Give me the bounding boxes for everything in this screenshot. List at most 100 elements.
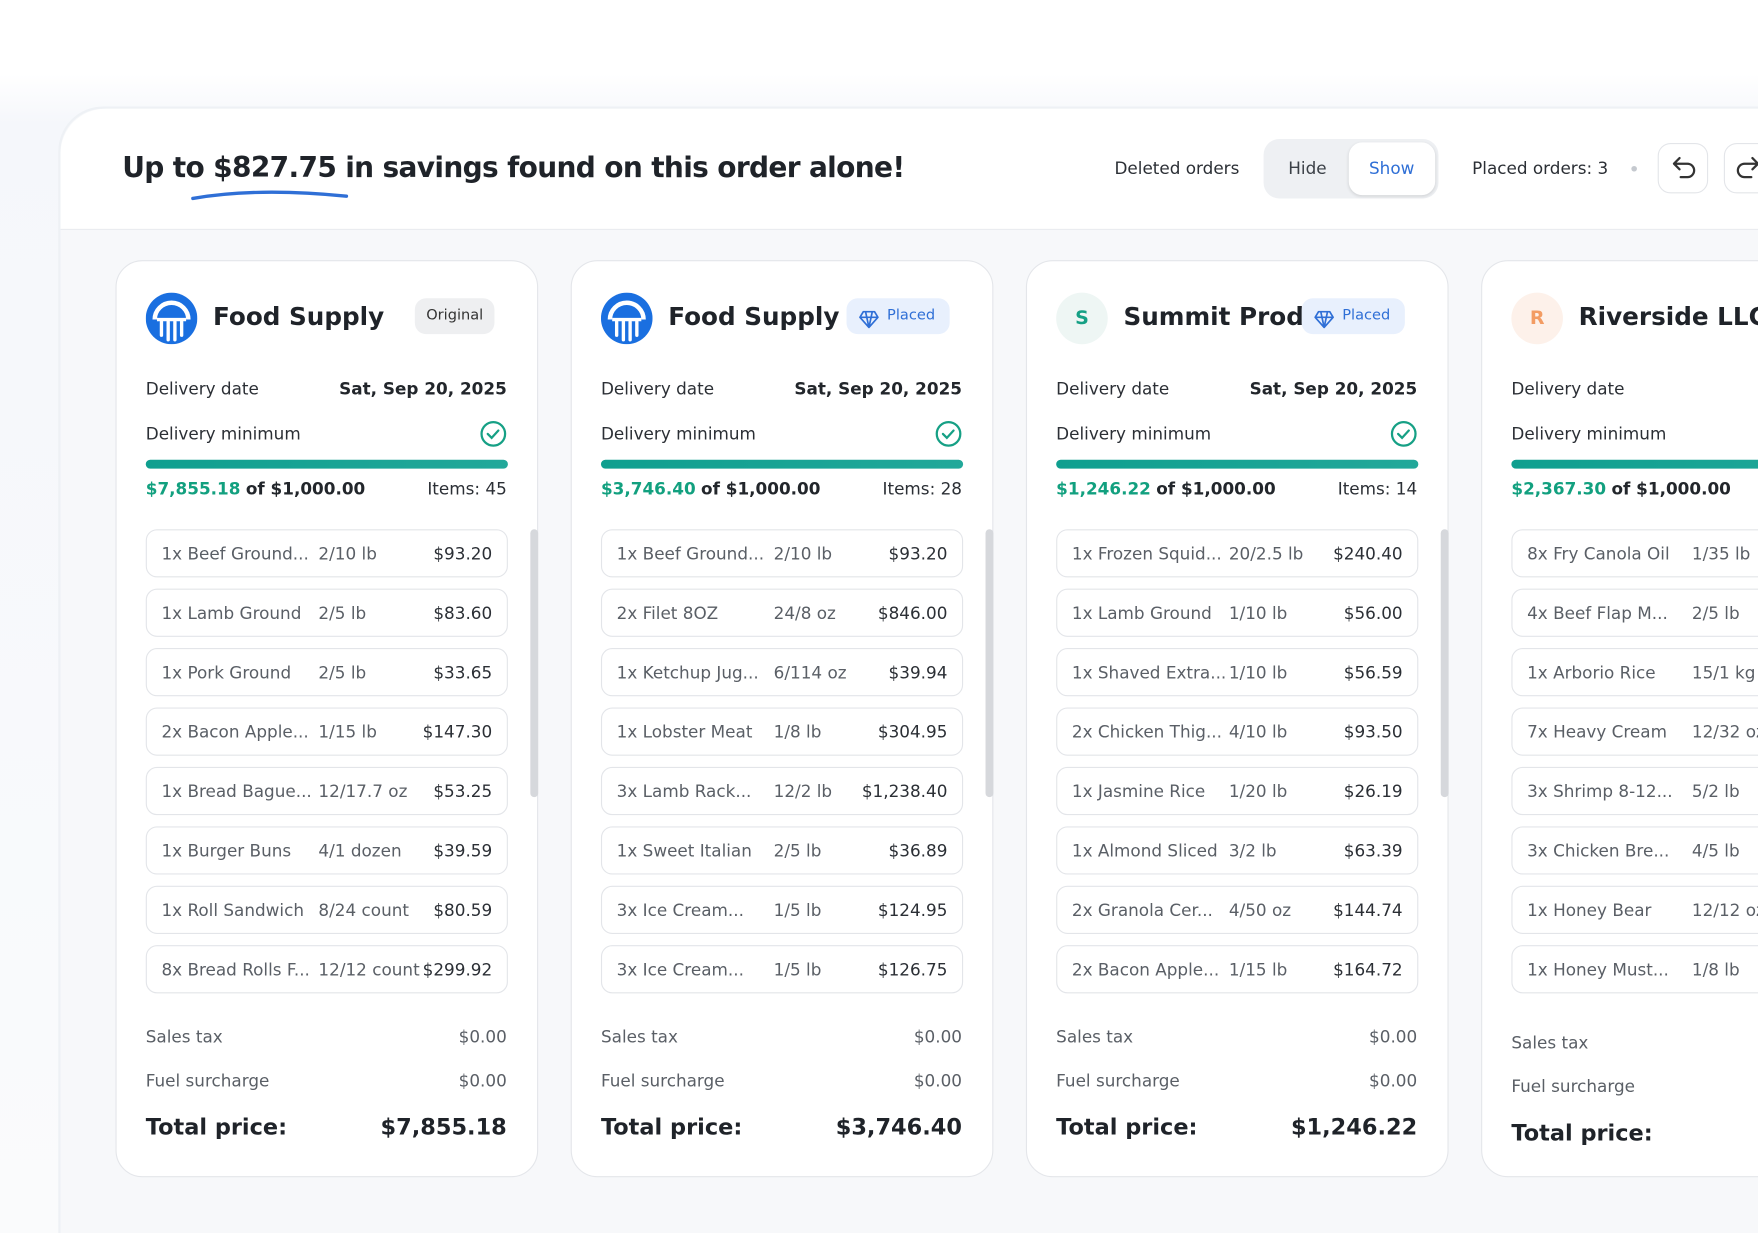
item-price: $164.72 — [1333, 959, 1403, 980]
item-name: 1x Beef Ground... — [616, 543, 765, 564]
total-label: Total price: — [145, 1113, 288, 1141]
item-pack: 1/15 lb — [318, 722, 377, 743]
total-label: Total price: — [1056, 1113, 1198, 1141]
line-item[interactable]: 1x Almond Sliced 3/2 lb $63.39 — [1056, 826, 1419, 875]
item-price: $53.25 — [433, 781, 493, 802]
line-item[interactable]: 1x Lamb Ground 1/10 lb $56.00 — [1056, 588, 1419, 637]
line-item[interactable]: 2x Chicken Thig... 4/10 lb $93.50 — [1056, 707, 1419, 756]
item-pack: 1/8 lb — [1691, 959, 1740, 980]
diamond-icon — [1314, 307, 1335, 343]
line-item[interactable]: 1x Ketchup Jug... 6/114 oz $39.94 — [600, 648, 964, 697]
total-label: Total price: — [1511, 1118, 1653, 1146]
order-card[interactable]: Food Supply Placed Delivery date Sat, Sep 2… — [570, 260, 994, 1178]
toggle-show[interactable]: Show — [1368, 158, 1415, 179]
line-item[interactable]: 1x Jasmine Rice 1/20 lb $26.19 — [1056, 766, 1419, 816]
line-item[interactable]: 3x Ice Cream... 1/5 lb $126.75 — [600, 945, 964, 994]
item-name: 2x Granola Cer... — [1071, 900, 1213, 921]
line-item[interactable]: 1x Roll Sandwich 8/24 count $80.59 — [145, 885, 508, 934]
item-name: 1x Ketchup Jug... — [616, 662, 759, 683]
item-price: $80.59 — [433, 900, 493, 921]
item-name: 1x Frozen Squid... — [1071, 543, 1222, 564]
line-item[interactable]: 1x Burger Buns 4/1 dozen $39.59 — [145, 826, 508, 875]
diamond-icon — [859, 307, 879, 343]
line-item[interactable]: 1x Beef Ground... 2/10 lb $93.20 — [145, 529, 508, 578]
order-card[interactable]: S Summit Prod... Placed Delivery date Sat, S… — [1025, 260, 1449, 1178]
item-pack: 1/10 lb — [1228, 603, 1288, 624]
item-price: $39.59 — [433, 840, 493, 862]
line-item[interactable]: 1x Bread Bague... 12/17.7 oz $53.25 — [145, 766, 508, 816]
line-item[interactable]: 1x Honey Must... 1/8 lb — [1511, 945, 1758, 994]
line-item[interactable]: 2x Bacon Apple... 1/15 lb $147.30 — [145, 707, 508, 756]
check-icon — [480, 420, 507, 451]
line-item[interactable]: 8x Bread Rolls F... 12/12 count $299.92 — [145, 945, 508, 994]
deleted-orders-label: Deleted orders — [1114, 158, 1240, 179]
item-name: 1x Honey Must... — [1527, 959, 1669, 980]
item-price: $144.74 — [1333, 900, 1403, 921]
item-price: $304.95 — [877, 722, 948, 743]
fuel-surcharge: $0.00 — [913, 1070, 962, 1091]
item-name: 1x Sweet Italian — [616, 840, 752, 862]
items-count: Items: 45 — [427, 478, 507, 499]
line-item[interactable]: 3x Chicken Bre... 4/5 lb — [1511, 826, 1758, 875]
item-name: 2x Bacon Apple... — [161, 722, 309, 743]
item-name: 1x Burger Buns — [161, 840, 292, 862]
headline: Up to $827.75 in savings found on this o… — [122, 151, 905, 185]
item-pack: 12/32 oz — [1691, 722, 1758, 743]
line-item[interactable]: 7x Heavy Cream 12/32 oz — [1511, 707, 1758, 756]
item-pack: 1/10 lb — [1228, 662, 1288, 683]
line-item[interactable]: 1x Sweet Italian 2/5 lb $36.89 — [600, 826, 964, 875]
item-pack: 1/5 lb — [773, 959, 822, 980]
vendor-name: Food Supply — [668, 303, 840, 332]
fuel-surcharge-label: Fuel surcharge — [600, 1070, 725, 1091]
line-item[interactable]: 1x Honey Bear 12/12 oz — [1511, 885, 1758, 934]
line-item[interactable]: 1x Frozen Squid... 20/2.5 lb $240.40 — [1056, 529, 1419, 578]
undo-button[interactable] — [1657, 142, 1709, 194]
line-item[interactable]: 2x Granola Cer... 4/50 oz $144.74 — [1056, 885, 1419, 934]
item-pack: 2/5 lb — [318, 662, 367, 683]
line-item[interactable]: 8x Fry Canola Oil 1/35 lb — [1511, 529, 1758, 578]
item-price: $846.00 — [877, 603, 948, 624]
line-item[interactable]: 2x Bacon Apple... 1/15 lb $164.72 — [1056, 945, 1419, 994]
item-name: 4x Beef Flap M... — [1527, 603, 1668, 624]
delivery-minimum-label: Delivery minimum — [1056, 423, 1212, 444]
sales-tax-label: Sales tax — [1511, 1032, 1589, 1053]
line-item[interactable]: 1x Lamb Ground 2/5 lb $83.60 — [145, 588, 508, 637]
status-badge-text: Placed — [887, 307, 936, 325]
item-price: $147.30 — [422, 722, 493, 743]
delivery-date-label: Delivery date — [1511, 378, 1625, 400]
fuel-surcharge: $0.00 — [458, 1070, 507, 1091]
delivery-date: Sat, Sep 20, 2025 — [339, 378, 507, 400]
vendor-logo — [600, 292, 653, 349]
delivery-date-label: Delivery date — [1056, 378, 1170, 400]
item-price: $39.94 — [888, 662, 948, 683]
order-card[interactable]: Food Supply Original Delivery date Sat, Sep… — [115, 260, 539, 1178]
item-price: $240.40 — [1333, 543, 1403, 564]
item-name: 1x Roll Sandwich — [161, 900, 305, 921]
toggle-show-button[interactable]: Show — [1348, 142, 1436, 196]
item-pack: 2/5 lb — [1691, 603, 1740, 624]
line-item[interactable]: 1x Pork Ground 2/5 lb $33.65 — [145, 648, 508, 697]
vendor-name: Riverside LLC — [1578, 303, 1758, 332]
line-item[interactable]: 2x Filet 8OZ 24/8 oz $846.00 — [600, 588, 964, 637]
minimum-progress: $2,367.30 of $1,000.00 — [1511, 478, 1730, 500]
toggle-hide[interactable]: Hide — [1288, 158, 1327, 179]
fuel-surcharge-label: Fuel surcharge — [1511, 1076, 1635, 1097]
line-item[interactable]: 3x Lamb Rack... 12/2 lb $1,238.40 — [600, 766, 964, 816]
item-name: 1x Shaved Extra... — [1071, 662, 1227, 683]
item-price: $36.89 — [888, 840, 948, 862]
line-item[interactable]: 4x Beef Flap M... 2/5 lb — [1511, 588, 1758, 637]
line-item[interactable]: 1x Shaved Extra... 1/10 lb $56.59 — [1056, 648, 1419, 697]
redo-button[interactable] — [1723, 142, 1758, 194]
item-pack: 1/15 lb — [1228, 959, 1288, 980]
line-item[interactable]: 3x Ice Cream... 1/5 lb $124.95 — [600, 885, 964, 934]
item-pack: 24/8 oz — [773, 603, 836, 624]
item-pack: 15/1 kg — [1691, 662, 1756, 683]
line-item[interactable]: 1x Lobster Meat 1/8 lb $304.95 — [600, 707, 964, 756]
vendor-logo: S — [1056, 292, 1108, 345]
sales-tax-label: Sales tax — [145, 1027, 223, 1048]
item-name: 3x Ice Cream... — [616, 959, 744, 980]
line-item[interactable]: 1x Arborio Rice 15/1 kg — [1511, 648, 1758, 697]
line-item[interactable]: 3x Shrimp 8-12... 5/2 lb — [1511, 766, 1758, 816]
line-item[interactable]: 1x Beef Ground... 2/10 lb $93.20 — [600, 529, 964, 578]
